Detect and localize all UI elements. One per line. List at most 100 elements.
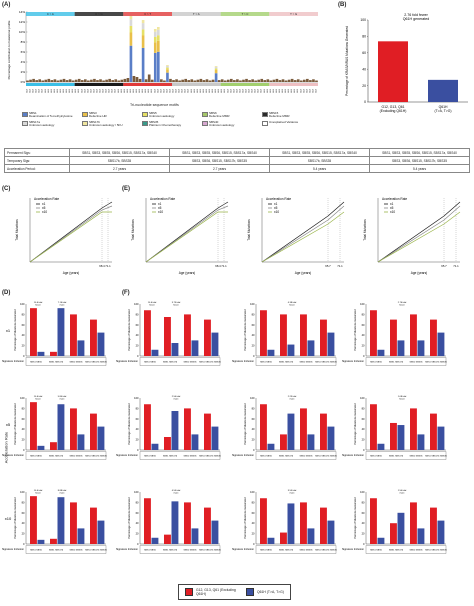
percentage-bar: [417, 340, 425, 356]
legend-entry: SBS35 Platinum Chemotherapy: [142, 120, 181, 128]
motif-label: ACA: [238, 88, 241, 92]
motif-label: ACA: [187, 88, 190, 92]
profile-bar: [129, 32, 133, 46]
motif-label: ACA: [205, 88, 208, 92]
percentage-bar: [390, 422, 397, 450]
y-tick-label: 0: [23, 448, 25, 452]
y-tick-label: 20: [22, 532, 25, 536]
sig-group: SBS1 SBS35: [183, 550, 197, 552]
y-tick-label: 100: [20, 396, 25, 400]
profile-bar: [41, 80, 45, 82]
context-label: C > G: [95, 12, 102, 16]
table-cell: SBS3, SBS6, SBS15, SBS17b, SBS35: [369, 156, 470, 165]
panel-d-label: (D): [2, 290, 11, 296]
profile-bar: [202, 80, 206, 82]
legend-text: Unexplained Variance: [269, 120, 298, 124]
percentage-bar: [417, 434, 425, 450]
y-tick-label: 14%: [19, 10, 25, 14]
profile-bar: [153, 31, 157, 37]
row-label: Acceleration Period:: [4, 164, 70, 173]
motif-label: ACA: [141, 88, 144, 92]
percentage-bar: [280, 434, 287, 450]
red-swatch: [185, 588, 193, 596]
sig-group: SBS1 SBS5: [30, 362, 43, 364]
profile-bar: [156, 51, 160, 82]
y-tick-label: 6%: [21, 50, 26, 54]
legend-sig-desc: Unknown aetiology / 5FU: [89, 123, 123, 128]
profile-bar: [284, 80, 288, 82]
legend-title: Acceleration Rate: [382, 197, 407, 201]
profile-bar: [132, 76, 136, 82]
legend-label: x5: [390, 206, 394, 210]
percentage-bar: [37, 539, 45, 544]
table-cell: SBS17b, SBS35: [69, 156, 170, 165]
y-tick-label: 0%: [21, 80, 26, 84]
motif-label: ACA: [165, 88, 168, 92]
y-tick-label: 80: [252, 312, 255, 316]
sig-group: SBS1 SBS17b: [49, 362, 64, 364]
motif-label: ACA: [74, 88, 77, 92]
percentage-bar: [171, 501, 179, 544]
motif-label: ACA: [245, 88, 248, 92]
sig-group: SBS1 SBS17b: [279, 550, 294, 552]
percentage-bar: [397, 425, 405, 450]
profile-bar: [32, 78, 35, 82]
panel-a-legend: SBS1 Deamination of 5-methylcytosine SBS17…: [22, 111, 322, 138]
motif-label: ACA: [196, 88, 199, 92]
profile-bar: [296, 79, 300, 82]
profile-bar: [129, 25, 133, 33]
motif-label: ACA: [302, 88, 305, 92]
y-tick-label: 2%: [21, 70, 26, 74]
y-tick-label: 60: [362, 417, 365, 421]
profile-bar: [111, 80, 115, 82]
profile-bar: [99, 79, 102, 82]
percentage-bar: [211, 332, 219, 356]
sig-label: Signature Inclusion: [232, 453, 255, 457]
legend-swatch: [202, 112, 208, 118]
table-cell: SBS3, SBS6, SBS15, SBS17b, SBS35: [169, 156, 270, 165]
percentage-bar: [57, 404, 65, 450]
motif-label: ACA: [129, 88, 132, 92]
motif-label: ACA: [62, 88, 65, 92]
y-tick-label: 20: [252, 344, 255, 348]
profile-bar: [156, 35, 160, 41]
percentage-bar: [184, 314, 191, 356]
percentage-bar: [30, 308, 37, 356]
motif-label: ACA: [175, 88, 178, 92]
legend-sig-name: SBS35: [149, 120, 159, 124]
sig-label: Signature Inclusion: [342, 547, 365, 551]
profile-bar: [278, 80, 282, 82]
motif-label: ACA: [59, 88, 62, 92]
motif-label: ACA: [181, 88, 184, 92]
percentage-bar: [390, 319, 397, 356]
percentage-bar: [70, 408, 77, 450]
percentage-bar: [307, 340, 315, 356]
percentage-bar: [151, 443, 159, 450]
profile-bar: [156, 27, 160, 30]
bar: [428, 79, 458, 102]
profile-bar: [53, 79, 57, 82]
percentage-bar: [430, 319, 437, 356]
context-strip: [123, 12, 172, 16]
motif-label: ACA: [95, 88, 98, 92]
profile-bar: [236, 79, 239, 82]
motif-label: ACA: [147, 88, 150, 92]
y-tick-label: 0: [363, 354, 365, 358]
percentage-bar: [370, 404, 377, 450]
profile-bar: [153, 42, 157, 53]
fold-annotation-2: more: [174, 398, 180, 401]
sig-box: [139, 545, 221, 554]
legend-sig-desc: Defective MMR: [209, 114, 230, 119]
percentage-bar: [287, 503, 295, 544]
profile-bar: [251, 79, 254, 82]
context-label: T > A: [193, 12, 200, 16]
y-tick-label: 0: [137, 542, 139, 546]
legend-entry: SBS40 Unknown aetiology: [202, 120, 234, 128]
profile-bar: [135, 77, 139, 82]
y-tick-label: 60: [362, 51, 366, 55]
percentage-bar: [171, 343, 179, 356]
percentage-bar: [144, 404, 151, 450]
profile-bar: [233, 80, 236, 82]
sig-group: SBS1 SBS17b: [279, 456, 294, 458]
y-tick-label: 100: [20, 490, 25, 494]
